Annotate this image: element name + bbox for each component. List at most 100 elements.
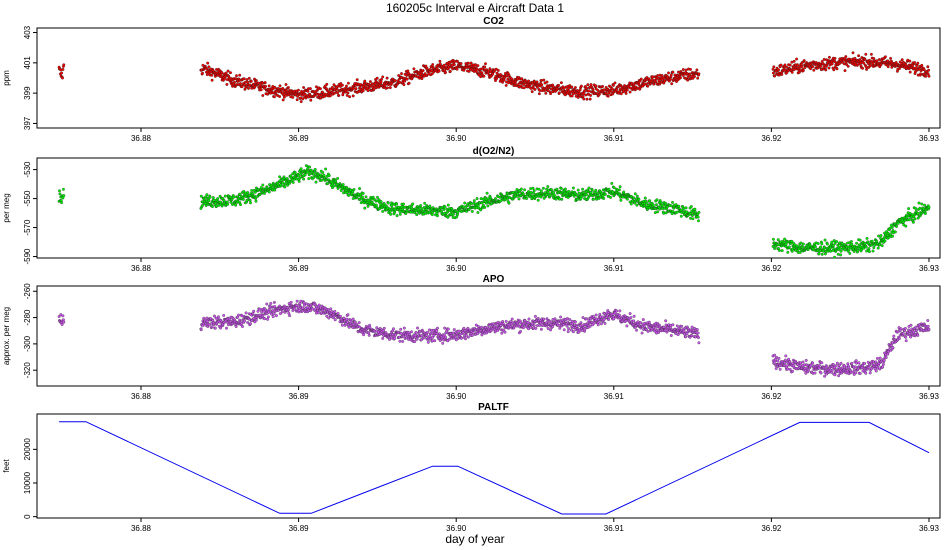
data-point (559, 81, 563, 85)
x-tick-label: 36.89 (289, 264, 310, 273)
data-point (610, 87, 614, 91)
data-point (689, 205, 693, 208)
panel-title: APO (483, 274, 505, 285)
data-point (535, 80, 539, 84)
data-point (60, 71, 64, 75)
data-point (530, 90, 534, 94)
data-point (241, 325, 244, 328)
data-point (922, 68, 926, 72)
data-point (923, 203, 927, 207)
data-point (452, 63, 456, 67)
data-point (502, 78, 506, 82)
data-point (689, 216, 692, 220)
data-point (523, 188, 527, 192)
data-point (893, 230, 897, 234)
data-point (388, 209, 392, 213)
data-point (476, 211, 480, 214)
data-point (527, 190, 531, 193)
data-point (850, 361, 854, 365)
data-point (421, 69, 425, 73)
data-point (234, 325, 238, 328)
data-point (374, 203, 378, 207)
data-point (832, 68, 836, 72)
data-point (877, 234, 881, 238)
data-point (788, 63, 792, 67)
data-point (865, 236, 869, 240)
data-point (336, 91, 340, 95)
data-point (539, 78, 543, 82)
data-point (283, 185, 287, 189)
data-point (333, 309, 337, 313)
data-point (625, 88, 629, 92)
data-point (238, 192, 242, 196)
data-point (322, 173, 326, 177)
data-point (686, 78, 690, 82)
data-point (538, 89, 542, 92)
data-point (410, 330, 413, 334)
data-point (920, 63, 924, 67)
data-point (854, 359, 858, 363)
data-point (573, 320, 577, 324)
data-point (601, 84, 605, 88)
data-point (403, 79, 407, 83)
data-point (576, 188, 580, 192)
data-point (820, 242, 824, 246)
data-point (300, 309, 304, 313)
data-point (565, 324, 569, 328)
data-point (632, 196, 636, 200)
data-point (870, 239, 874, 243)
data-point (772, 65, 776, 69)
data-point (522, 83, 526, 86)
data-point (896, 221, 900, 225)
data-point (881, 362, 885, 366)
data-point (843, 69, 847, 73)
data-point (470, 209, 474, 213)
data-point (695, 328, 699, 332)
data-point (62, 320, 66, 324)
data-point (397, 74, 401, 77)
data-point (659, 201, 663, 205)
data-point (594, 313, 598, 317)
data-point (400, 72, 403, 76)
data-point (437, 69, 441, 73)
data-point (632, 319, 636, 323)
data-point (381, 336, 385, 340)
data-point (773, 353, 777, 357)
data-point (402, 326, 406, 330)
y-tick-label: 401 (23, 56, 32, 70)
data-point (249, 201, 252, 205)
data-point (525, 197, 529, 200)
data-point (604, 85, 608, 89)
data-point (777, 249, 781, 252)
data-point (379, 200, 383, 204)
data-point (286, 183, 290, 187)
data-point (527, 317, 531, 321)
data-point (541, 186, 545, 190)
data-point (313, 167, 317, 171)
data-point (402, 202, 405, 206)
data-point (918, 206, 922, 210)
data-point (927, 68, 931, 72)
data-point (284, 83, 288, 86)
data-point (555, 87, 559, 91)
data-point (61, 76, 64, 80)
data-point (629, 316, 633, 319)
data-point (289, 300, 293, 304)
data-point (455, 67, 459, 71)
data-point (217, 315, 220, 319)
data-point (684, 335, 688, 339)
data-point (207, 323, 211, 327)
x-tick-label: 36.89 (289, 134, 310, 143)
data-point (611, 83, 615, 87)
data-point (872, 57, 876, 60)
data-point (388, 337, 391, 341)
data-point (423, 201, 427, 205)
data-point (521, 192, 525, 196)
data-point (546, 185, 550, 189)
data-point (314, 85, 318, 89)
data-point (827, 66, 831, 70)
data-point (889, 56, 893, 60)
data-point (470, 333, 474, 337)
data-point (639, 77, 643, 81)
data-point (276, 87, 280, 91)
